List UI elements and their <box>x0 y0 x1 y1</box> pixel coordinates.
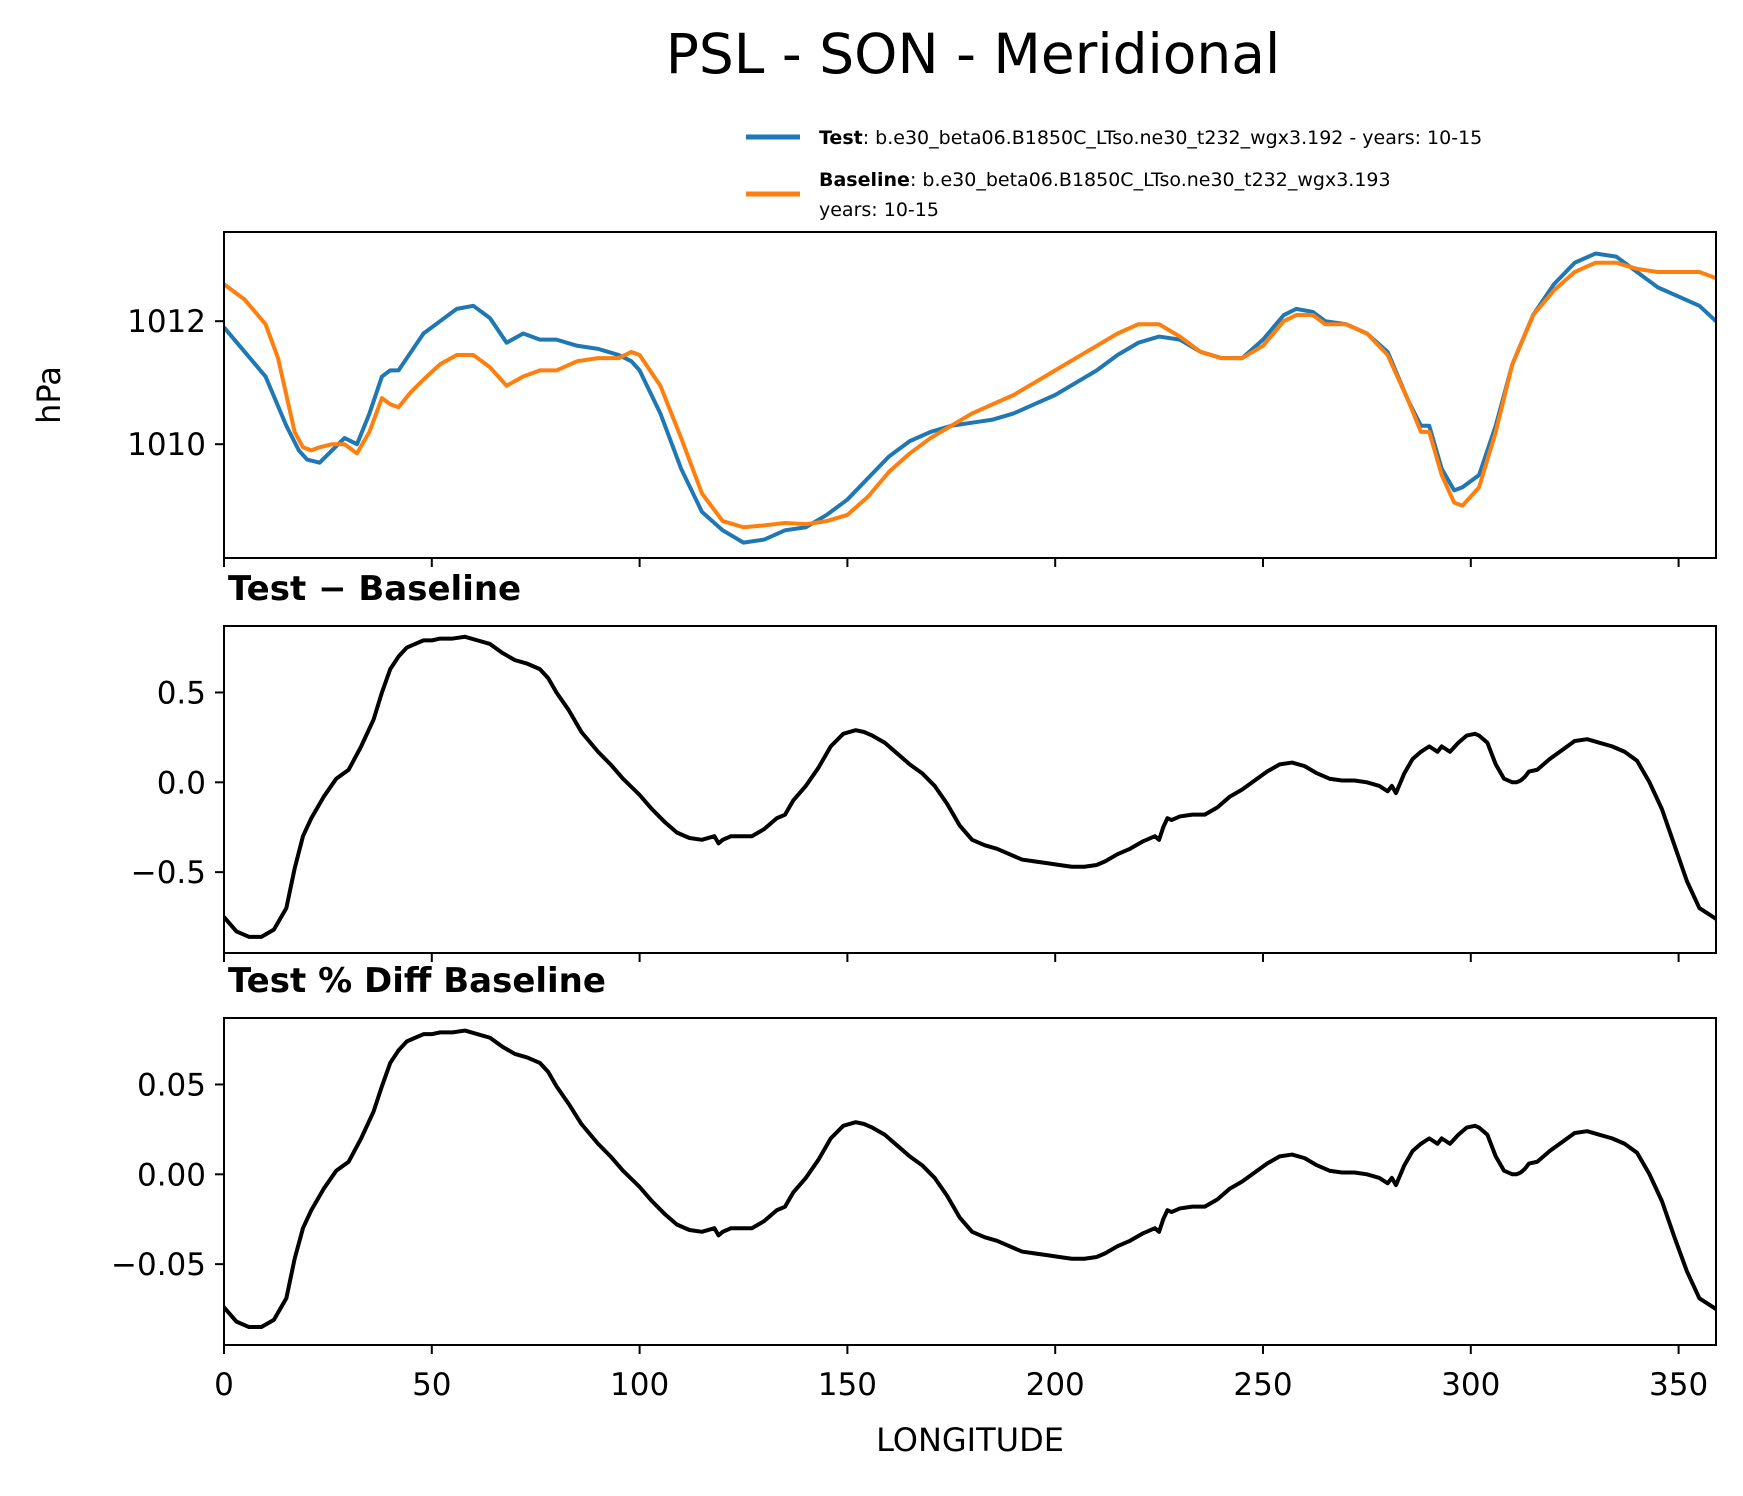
y-tick-label: −0.5 <box>131 855 206 891</box>
figure-title: PSL - SON - Meridional <box>666 22 1281 86</box>
axes-frame <box>223 1017 1717 1346</box>
psl-panel: 1010 1012 hPa <box>30 231 1717 567</box>
x-tick-label: 0 <box>214 1367 234 1403</box>
y-tick-label: 0.5 <box>157 675 206 711</box>
difference-panel: −0.5 0.0 0.5 Test − Baseline <box>131 569 1717 962</box>
legend-text-baseline: b.e30_beta06.B1850C_LTso.ne30_t232_wgx3.… <box>922 169 1390 191</box>
x-tick-label: 150 <box>818 1367 877 1403</box>
axes-frame <box>223 231 1717 559</box>
y-tick-label: −0.05 <box>111 1247 206 1283</box>
legend-sep-baseline: : <box>910 169 922 191</box>
legend-name-test: Test <box>819 127 863 149</box>
x-tick-label: 200 <box>1026 1367 1085 1403</box>
series-line-test-diff-baseline <box>224 1028 1716 1330</box>
x-tick-label: 50 <box>412 1367 451 1403</box>
legend-text-test: b.e30_beta06.B1850C_LTso.ne30_t232_wgx3.… <box>875 127 1482 149</box>
legend-sep-test: : <box>863 127 875 149</box>
y-tick-label: 0.05 <box>137 1067 206 1103</box>
x-tick-label: 100 <box>610 1367 669 1403</box>
legend: Test: b.e30_beta06.B1850C_LTso.ne30_t232… <box>746 127 1482 221</box>
y-tick-label: 0.00 <box>137 1157 206 1193</box>
series-line-baseline <box>224 260 1716 530</box>
legend-entry-baseline: Baseline: b.e30_beta06.B1850C_LTso.ne30_… <box>819 169 1391 191</box>
y-tick-label: 1010 <box>127 427 206 463</box>
y-axis-label: hPa <box>30 366 68 424</box>
x-tick-label: 300 <box>1441 1367 1500 1403</box>
legend-name-baseline: Baseline <box>819 169 910 191</box>
x-tick-label: 250 <box>1233 1367 1292 1403</box>
x-axis-label: LONGITUDE <box>876 1421 1064 1459</box>
y-tick-label: 0.0 <box>157 765 206 801</box>
series-line-test <box>224 251 1716 545</box>
x-tick-label: 350 <box>1649 1367 1708 1403</box>
series-line-test-baseline <box>224 634 1716 939</box>
panel-title: Test % Diff Baseline <box>228 961 606 1001</box>
panel-title: Test − Baseline <box>228 569 521 609</box>
legend-text-baseline-years: years: 10-15 <box>819 199 939 221</box>
percent-diff-panel: 0 50 100 150 200 250 300 350 −0.05 0.00 0.05 LONGIT… <box>111 961 1717 1459</box>
y-tick-label: 1012 <box>127 304 206 340</box>
axes-frame <box>223 625 1717 954</box>
legend-entry-test: Test: b.e30_beta06.B1850C_LTso.ne30_t232… <box>819 127 1482 149</box>
